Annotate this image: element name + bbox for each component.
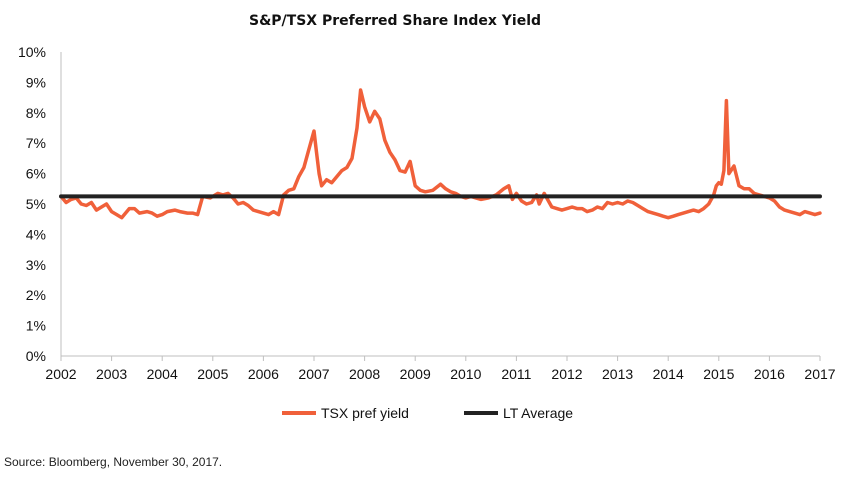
y-tick-label: 10%	[18, 44, 46, 60]
y-tick-label: 0%	[26, 348, 46, 364]
x-tick-label: 2015	[703, 366, 734, 382]
y-tick-label: 2%	[26, 287, 46, 303]
chart-title: S&P/TSX Preferred Share Index Yield	[249, 13, 541, 29]
x-tick-label: 2016	[754, 366, 785, 382]
y-tick-label: 4%	[26, 226, 46, 242]
x-tick-label: 2012	[551, 366, 582, 382]
source-note: Source: Bloomberg, November 30, 2017.	[4, 455, 223, 469]
x-tick-label: 2014	[653, 366, 684, 382]
x-tick-label: 2005	[197, 366, 228, 382]
y-tick-label: 3%	[26, 257, 46, 273]
x-tick-label: 2017	[804, 366, 835, 382]
x-tick-label: 2006	[248, 366, 279, 382]
x-tick-label: 2009	[400, 366, 431, 382]
y-tick-label: 8%	[26, 105, 46, 121]
x-tick-label: 2002	[45, 366, 76, 382]
legend-label: LT Average	[503, 405, 573, 421]
series-line-tsx-pref-yield	[59, 88, 822, 220]
x-tick-label: 2008	[349, 366, 380, 382]
x-tick-label: 2003	[96, 366, 127, 382]
x-tick-label: 2007	[298, 366, 329, 382]
x-tick-label: 2013	[602, 366, 633, 382]
plot-area	[59, 88, 822, 220]
x-tick-label: 2011	[501, 366, 531, 382]
x-tick-label: 2010	[450, 366, 481, 382]
y-tick-label: 9%	[26, 74, 46, 90]
legend: TSX pref yield LT Average	[282, 405, 573, 421]
x-tick-label: 2004	[147, 366, 178, 382]
y-tick-label: 1%	[26, 318, 46, 334]
x-axis: 2002 2003 2004 2005 2006 2007 2008 2009 2010 2011…	[45, 356, 836, 382]
y-tick-label: 5%	[26, 196, 46, 212]
y-tick-label: 6%	[26, 166, 46, 182]
y-tick-label: 7%	[26, 135, 46, 151]
y-axis: 0% 1% 2% 3% 4% 5% 6% 7% 8% 9% 10%	[18, 44, 46, 364]
legend-label: TSX pref yield	[321, 405, 409, 421]
